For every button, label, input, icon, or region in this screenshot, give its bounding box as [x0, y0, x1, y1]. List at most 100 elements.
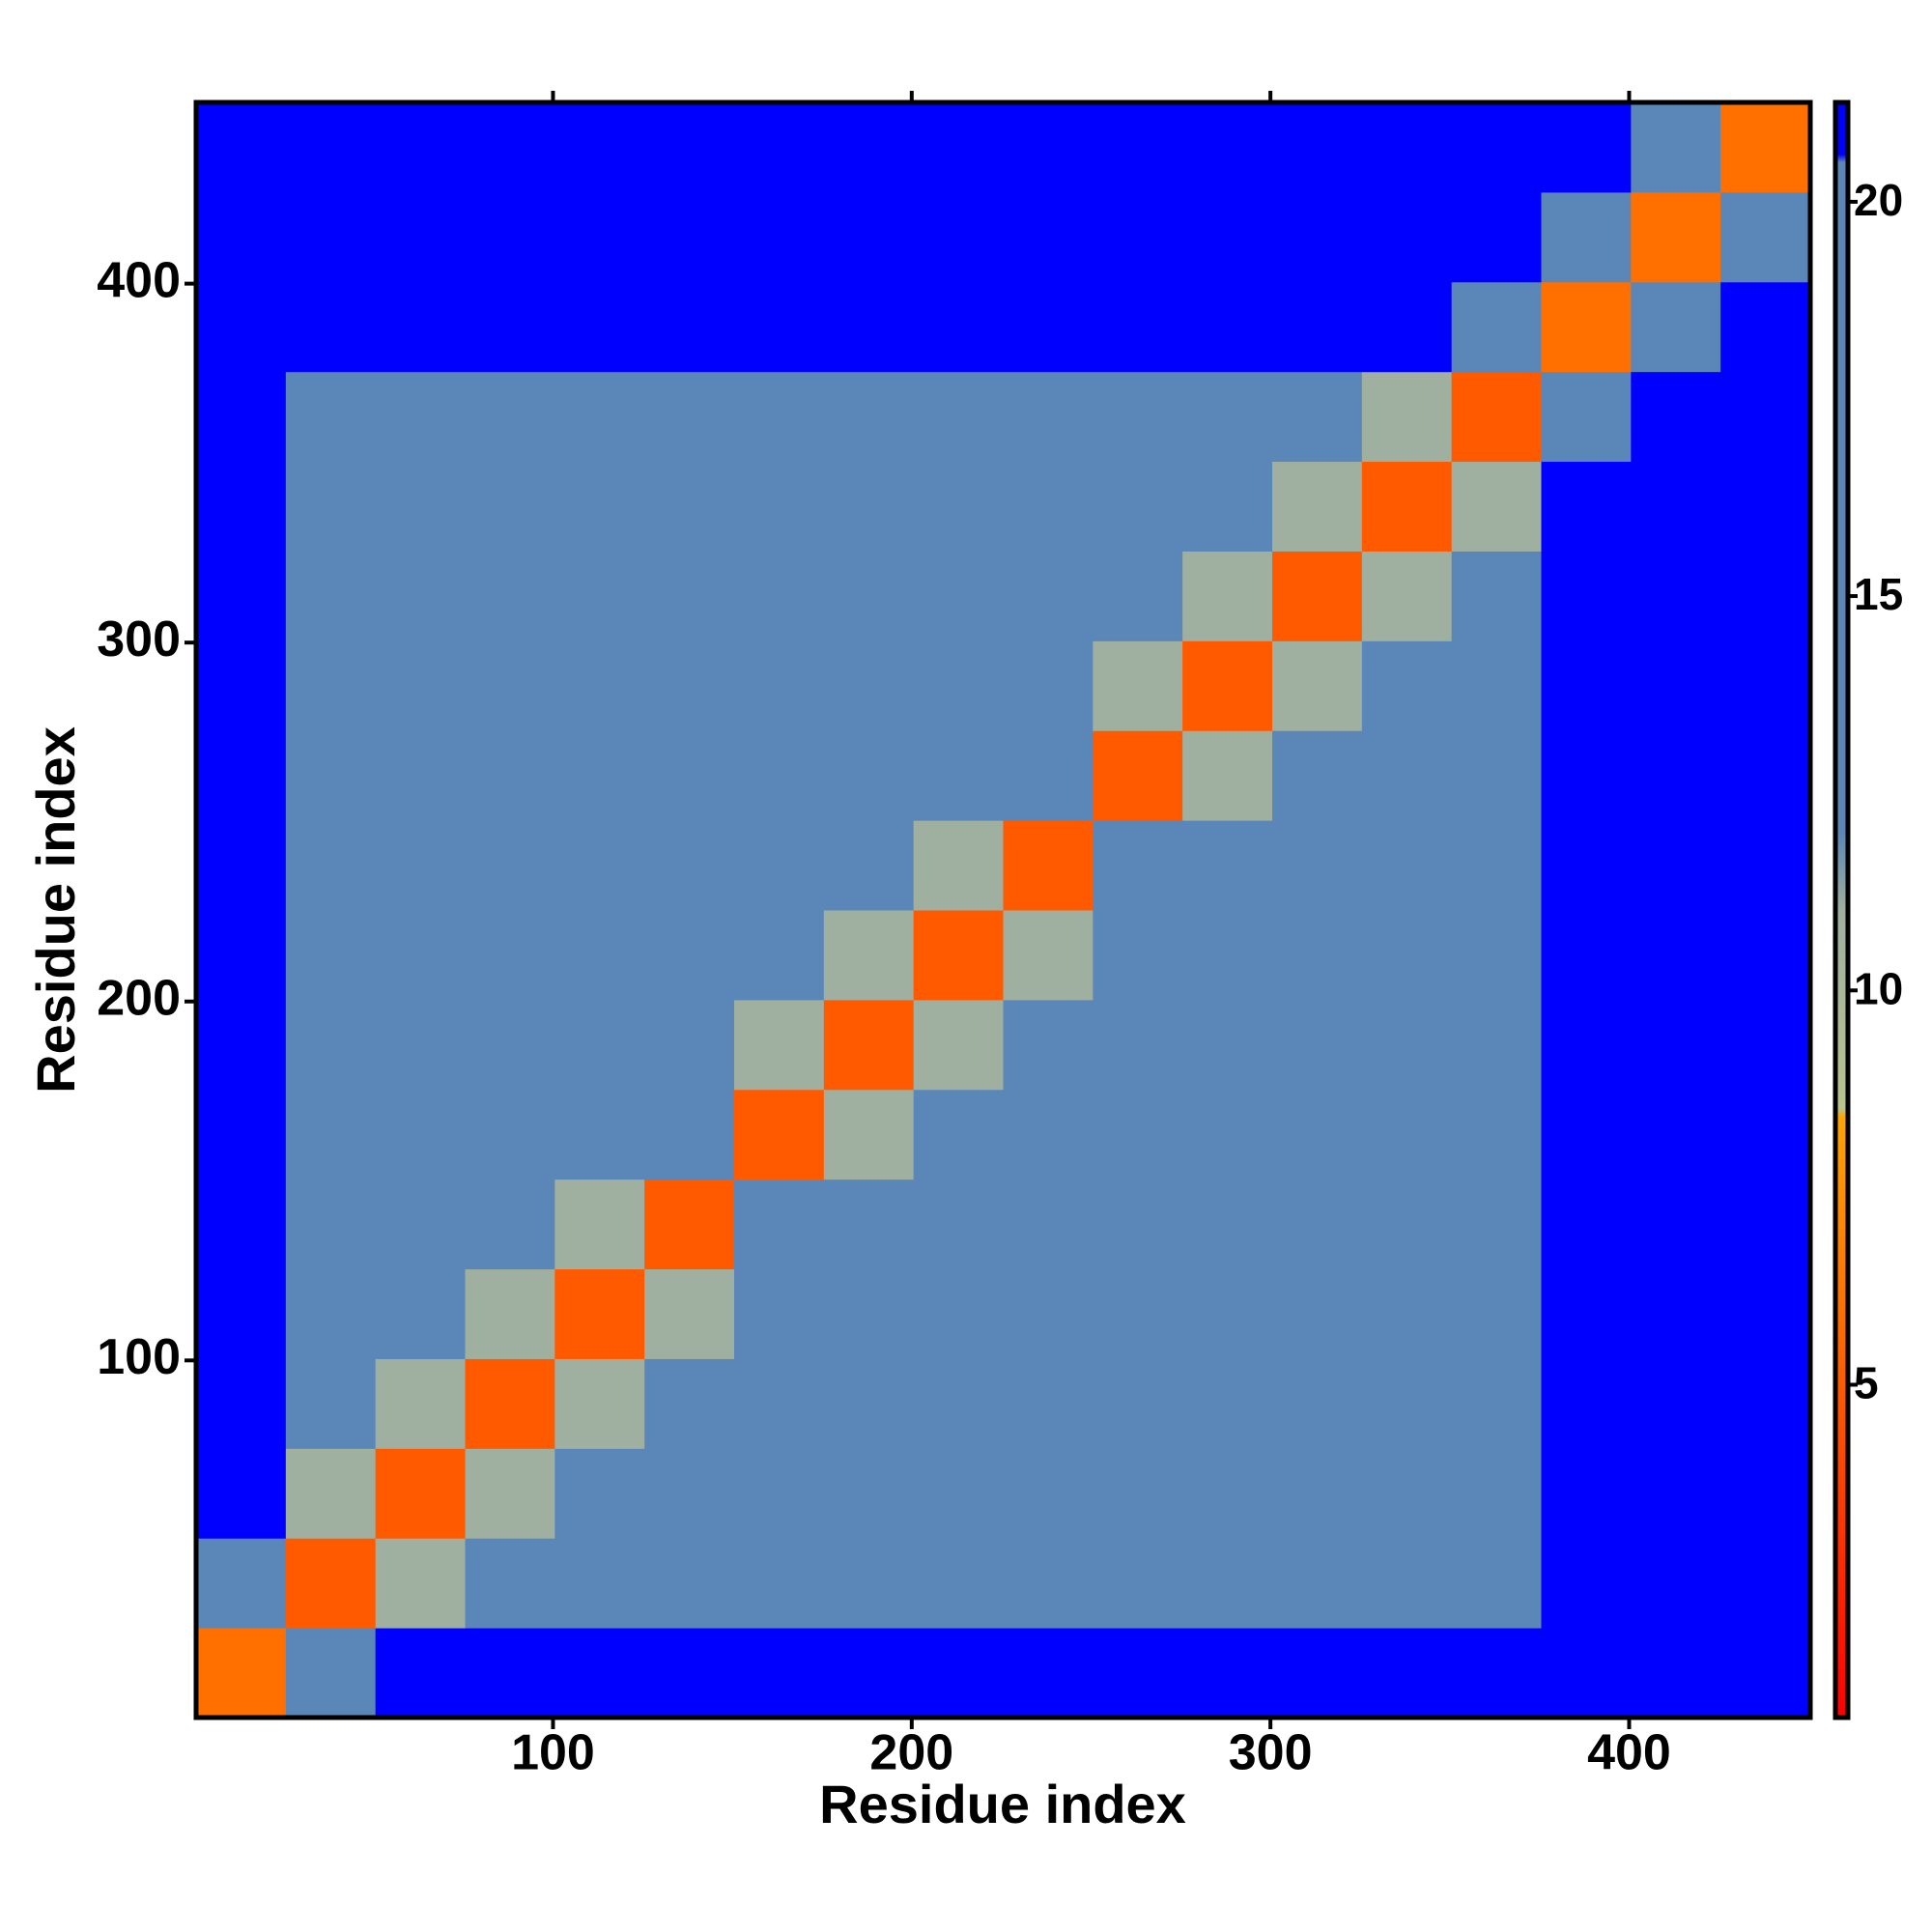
heatmap-cell: [554, 281, 645, 373]
heatmap-cell: [1182, 371, 1273, 463]
heatmap-cell: [823, 1448, 915, 1539]
heatmap-cell: [734, 1179, 825, 1270]
heatmap-cell: [285, 730, 377, 821]
heatmap-cell: [1541, 640, 1632, 731]
heatmap-cell: [1451, 551, 1542, 641]
heatmap-cell: [1003, 999, 1094, 1091]
x-tick-label: 400: [1587, 1725, 1671, 1781]
heatmap-cell: [196, 1268, 287, 1359]
heatmap-cell: [1182, 730, 1273, 821]
heatmap-cell: [1541, 999, 1632, 1091]
heatmap-cell: [823, 1268, 915, 1359]
heatmap-cell: [1451, 1628, 1542, 1719]
heatmap-cell: [644, 371, 735, 463]
heatmap-cell: [644, 1179, 735, 1270]
y-axis-title: Residue index: [25, 726, 86, 1094]
heatmap-cell: [1541, 1268, 1632, 1359]
heatmap-cell: [375, 1358, 466, 1449]
heatmap-cell: [644, 1089, 735, 1180]
heatmap-cell: [1451, 910, 1542, 1001]
heatmap-cell: [1182, 191, 1273, 283]
heatmap-cell: [554, 820, 645, 911]
heatmap-cell: [1093, 281, 1183, 373]
heatmap-cell: [1361, 1268, 1453, 1359]
heatmap-cell: [734, 461, 825, 552]
x-axis-title: Residue index: [819, 1774, 1186, 1834]
heatmap-cell: [1093, 1448, 1183, 1539]
heatmap-cell: [375, 640, 466, 731]
heatmap-cell: [1631, 461, 1721, 552]
heatmap-cell: [1631, 910, 1721, 1001]
heatmap-cell: [1541, 730, 1632, 821]
heatmap-cell: [734, 191, 825, 283]
heatmap-cell: [734, 1089, 825, 1180]
heatmap-cell: [1093, 1268, 1183, 1359]
heatmap-cell: [1093, 1538, 1183, 1629]
heatmap-cell: [285, 281, 377, 373]
heatmap-cell: [644, 102, 735, 193]
heatmap-cell: [1451, 820, 1542, 911]
colorbar-tick-label: 10: [1854, 963, 1903, 1013]
heatmap-cell: [1720, 102, 1811, 193]
heatmap-cell: [1093, 461, 1183, 552]
heatmap-cell: [1003, 910, 1094, 1001]
heatmap-cell: [1631, 1448, 1721, 1539]
heatmap-cell: [1272, 461, 1363, 552]
heatmap-cell: [1631, 640, 1721, 731]
heatmap-cell: [644, 1268, 735, 1359]
heatmap-cell: [1451, 1089, 1542, 1180]
heatmap-cell: [1541, 1628, 1632, 1719]
heatmap-cell: [375, 191, 466, 283]
heatmap-cell: [1631, 820, 1721, 911]
heatmap-cell: [1093, 999, 1183, 1091]
heatmap-cell: [465, 1628, 555, 1719]
heatmap-cell: [913, 1628, 1004, 1719]
heatmap-cell: [823, 371, 915, 463]
heatmap-cell: [734, 1358, 825, 1449]
heatmap-cell: [554, 1268, 645, 1359]
heatmap-cell: [375, 1089, 466, 1180]
heatmap-cell: [1093, 910, 1183, 1001]
heatmap-cell: [1451, 281, 1542, 373]
heatmap-cell: [644, 1358, 735, 1449]
heatmap-cell: [1720, 281, 1811, 373]
x-tick-label: 200: [869, 1725, 953, 1781]
heatmap-cell: [1272, 102, 1363, 193]
heatmap-cell: [1182, 281, 1273, 373]
heatmap-cell: [1182, 820, 1273, 911]
heatmap-cell: [1720, 730, 1811, 821]
heatmap-cell: [1093, 820, 1183, 911]
heatmap-cell: [1361, 820, 1453, 911]
heatmap-cell: [554, 461, 645, 552]
heatmap-cell: [554, 551, 645, 641]
heatmap-cell: [1272, 999, 1363, 1091]
heatmap-cell: [1093, 730, 1183, 821]
heatmap-cell: [285, 371, 377, 463]
heatmap-cell: [1272, 191, 1363, 283]
heatmap-cell: [1451, 1179, 1542, 1270]
heatmap-cell: [913, 1448, 1004, 1539]
heatmap-cell: [1541, 910, 1632, 1001]
heatmap-cell: [734, 820, 825, 911]
heatmap-cell: [1361, 1448, 1453, 1539]
heatmap-cell: [823, 640, 915, 731]
heatmap-cell: [823, 551, 915, 641]
heatmap-cell: [465, 640, 555, 731]
heatmap-cell: [1451, 1538, 1542, 1629]
heatmap-cell: [1093, 1358, 1183, 1449]
heatmap-cell: [1361, 1538, 1453, 1629]
heatmap-cell: [1361, 1358, 1453, 1449]
heatmap-cell: [1631, 1268, 1721, 1359]
heatmap-cell: [1361, 910, 1453, 1001]
heatmap-cell: [1272, 910, 1363, 1001]
heatmap-cell: [196, 910, 287, 1001]
heatmap-cell: [1720, 1358, 1811, 1449]
heatmap-cell: [196, 999, 287, 1091]
heatmap-cell: [285, 551, 377, 641]
heatmap-cell: [285, 1089, 377, 1180]
heatmap-cell: [644, 1628, 735, 1719]
heatmap-cell: [1003, 371, 1094, 463]
heatmap-cell: [1182, 1089, 1273, 1180]
heatmap-cell: [1451, 102, 1542, 193]
